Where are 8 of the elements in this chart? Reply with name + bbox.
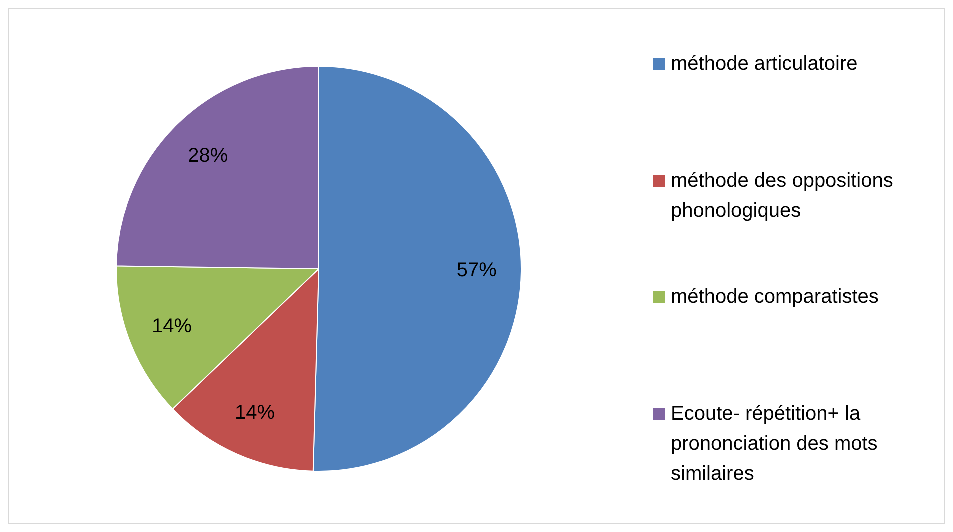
legend-label: Ecoute- répétition+ la prononciation des mots similaires <box>671 402 879 487</box>
legend-label: méthode articulatoire <box>671 52 858 77</box>
data-label: 28% <box>188 145 228 168</box>
data-label: 14% <box>152 315 192 338</box>
data-label: 57% <box>456 260 498 282</box>
data-label: 14% <box>235 402 276 424</box>
legend-label: méthode des oppositions phonologiques <box>671 168 894 224</box>
legend-label: méthode comparatistes <box>671 285 879 310</box>
